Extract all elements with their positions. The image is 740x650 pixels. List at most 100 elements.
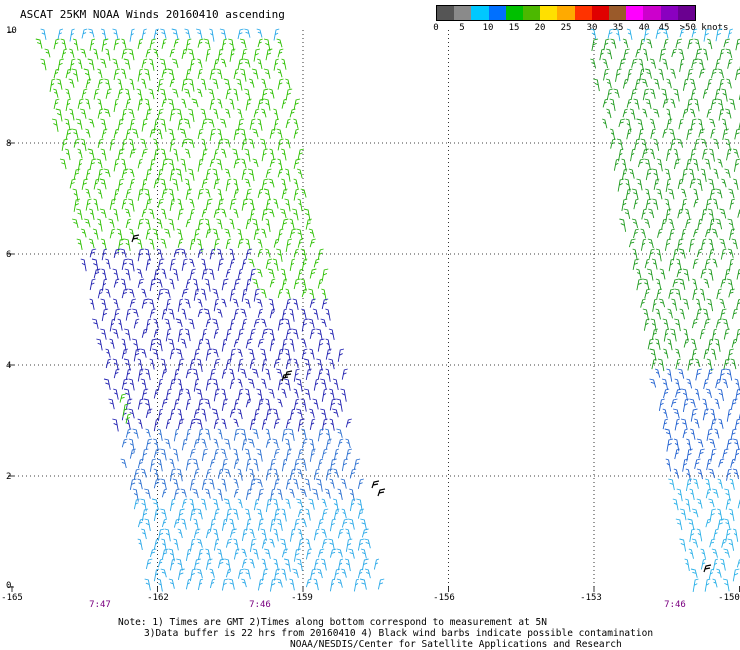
wind-barb: [308, 498, 315, 510]
wind-barb: [200, 288, 207, 301]
lon-label: -150: [718, 593, 740, 603]
wind-barb: [698, 58, 705, 70]
wind-barb: [678, 48, 685, 59]
wind-barb: [165, 298, 172, 312]
wind-barb: [655, 278, 662, 290]
wind-barb: [137, 38, 144, 50]
wind-barb: [301, 428, 307, 441]
wind-barb: [181, 258, 188, 271]
wind-barb: [44, 48, 51, 58]
wind-barb: [201, 208, 207, 218]
wind-barb: [224, 228, 231, 238]
wind-barb: [647, 338, 655, 350]
wind-barb: [674, 288, 682, 301]
wind-barb: [276, 488, 283, 501]
wind-barb: [672, 408, 680, 419]
wind-barb: [272, 258, 279, 271]
wind-barb: [248, 348, 255, 360]
wind-barb: [629, 108, 636, 120]
wind-barb: [87, 148, 95, 160]
wind-barb: [722, 448, 729, 459]
wind-barb: [732, 568, 740, 582]
wind-barb: [273, 108, 279, 121]
wind-barb: [177, 568, 185, 580]
wind-barb: [241, 168, 247, 181]
wind-barb: [153, 538, 160, 550]
wind-barb: [137, 278, 145, 288]
wind-barb: [253, 108, 260, 118]
wind-barb: [640, 228, 646, 239]
wind-barb: [709, 218, 715, 232]
wind-barb: [706, 38, 713, 50]
wind-barb: [312, 488, 319, 501]
wind-barb: [167, 68, 175, 81]
time-label: 7:47: [89, 600, 111, 610]
wind-barb: [224, 108, 231, 118]
wind-barb: [117, 238, 125, 252]
wind-barb: [336, 398, 343, 412]
wind-barb: [721, 178, 727, 188]
wind-barb: [288, 428, 295, 441]
wind-barb: [77, 58, 83, 69]
wind-barb: [676, 138, 684, 148]
wind-barb: [296, 468, 303, 479]
wind-barb: [105, 358, 112, 369]
wind-barb: [124, 268, 131, 281]
wind-barb: [253, 228, 260, 240]
wind-barb: [209, 128, 217, 142]
wind-barb: [273, 558, 279, 571]
wind-barb: [675, 518, 683, 531]
wind-barb: [712, 258, 718, 268]
wind-barb: [101, 248, 108, 261]
wind-barb: [726, 408, 733, 422]
wind-barb: [651, 258, 658, 270]
wind-barb: [177, 528, 183, 539]
wind-barb: [217, 98, 223, 109]
wind-barb: [664, 238, 672, 251]
wind-barb: [100, 148, 107, 161]
wind-barb: [725, 368, 733, 381]
wind-barb: [253, 498, 260, 511]
wind-barb: [717, 388, 724, 401]
wind-barb: [273, 508, 281, 522]
wind-barb: [233, 308, 240, 320]
wind-barb: [125, 308, 132, 321]
wind-barb: [643, 28, 650, 42]
wind-barb: [245, 188, 252, 200]
wind-barb: [83, 68, 91, 82]
wind-barb: [281, 338, 288, 352]
wind-barb: [690, 118, 697, 131]
wind-barb: [137, 538, 143, 551]
wind-barb: [722, 378, 729, 389]
wind-barb: [141, 78, 147, 89]
wind-barb: [329, 418, 335, 431]
wind-barb: [690, 338, 697, 349]
wind-barb: [686, 128, 693, 141]
wind-barb: [281, 508, 287, 522]
wind-barb: [269, 578, 277, 592]
wind-barb: [160, 358, 167, 373]
wind-barb: [328, 358, 335, 370]
wind-barb: [313, 378, 320, 391]
wind-barb: [77, 98, 84, 109]
wind-barb: [241, 158, 247, 169]
wind-barb: [113, 98, 119, 112]
wind-barb: [189, 498, 195, 512]
wind-barb: [137, 358, 143, 372]
wind-barb: [69, 58, 76, 72]
wind-barb: [657, 228, 663, 238]
wind-barb: [695, 48, 703, 60]
wind-barb: [209, 248, 216, 260]
wind-barb: [89, 248, 97, 258]
wind-barb: [715, 58, 721, 70]
wind-barb: [337, 528, 344, 539]
wind-barb: [184, 28, 191, 39]
wind-barb: [293, 478, 299, 490]
wind-barb: [281, 188, 288, 199]
wind-barb: [97, 168, 104, 182]
wind-barb: [189, 568, 197, 582]
wind-barb: [296, 498, 303, 508]
wind-barb: [652, 298, 658, 312]
wind-barb: [141, 388, 149, 400]
wind-barb: [121, 258, 129, 270]
